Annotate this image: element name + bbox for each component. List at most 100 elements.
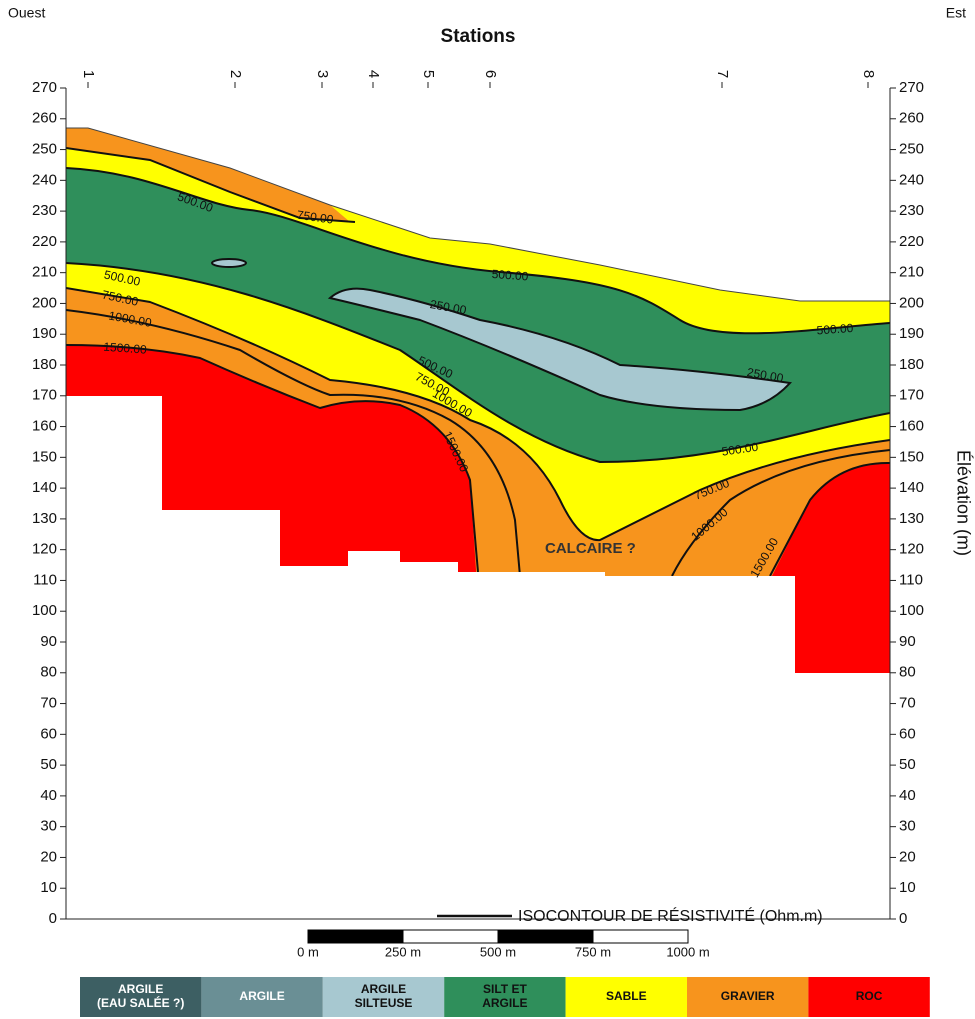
y-tick-label: 70 (40, 695, 57, 712)
y-tick-label: 80 (40, 664, 57, 681)
west-label: Ouest (8, 5, 45, 21)
chart-title: Stations (441, 26, 516, 47)
station-label: 2 (227, 70, 244, 78)
y-tick-label: 100 (32, 602, 57, 619)
legend-swatch (201, 977, 323, 1017)
y-tick-label: 130 (32, 510, 57, 527)
legend-label: ARGILE (118, 982, 163, 996)
y-tick-label: 150 (32, 448, 57, 465)
y2-tick-label: 10 (899, 879, 916, 896)
y-tick-label: 0 (49, 910, 57, 927)
y2-tick-label: 130 (899, 510, 924, 527)
legend-label: SILT ET (483, 982, 527, 996)
east-label: Est (946, 5, 966, 21)
y-tick-label: 90 (40, 633, 57, 650)
station-label: 5 (420, 70, 437, 78)
scale-label: 250 m (385, 944, 421, 959)
scale-label: 750 m (575, 944, 611, 959)
scale-label: 1000 m (666, 944, 709, 959)
y2-tick-label: 230 (899, 202, 924, 219)
y-tick-label: 200 (32, 294, 57, 311)
y2-tick-label: 170 (899, 387, 924, 404)
y-tick-label: 140 (32, 479, 57, 496)
legend-label: (EAU SALÉE ?) (97, 995, 184, 1010)
legend-label: ROC (856, 989, 883, 1003)
y-tick-label: 250 (32, 141, 57, 158)
y2-tick-label: 80 (899, 664, 916, 681)
y2-tick-label: 200 (899, 294, 924, 311)
y-tick-label: 110 (33, 571, 57, 588)
scale-label: 500 m (480, 944, 516, 959)
y2-tick-label: 20 (899, 848, 916, 865)
station-label: 7 (714, 70, 731, 78)
y-tick-label: 260 (32, 110, 57, 127)
y-tick-label: 190 (32, 325, 57, 342)
y-tick-label: 210 (32, 264, 57, 281)
silty-clay (211, 258, 247, 268)
legend-swatch (80, 977, 202, 1017)
y-tick-label: 20 (40, 848, 57, 865)
y2-tick-label: 180 (899, 356, 924, 373)
y2-tick-label: 60 (899, 725, 916, 742)
legend-label: ARGILE (361, 982, 406, 996)
y2-tick-label: 220 (899, 233, 924, 250)
y-tick-label: 50 (40, 756, 57, 773)
y2-tick-label: 160 (899, 418, 924, 435)
y2-tick-label: 140 (899, 479, 924, 496)
legend-swatch (322, 977, 445, 1017)
y2-tick-label: 120 (899, 541, 924, 558)
contour-label: 250.00 (746, 365, 785, 385)
contour-legend: ISOCONTOUR DE RÉSISTIVITÉ (Ohm.m) (518, 906, 823, 925)
y-tick-label: 270 (32, 79, 57, 96)
legend-swatch (808, 977, 930, 1017)
y2-tick-label: 0 (899, 910, 907, 927)
terrain (66, 127, 890, 302)
y2-tick-label: 90 (899, 633, 916, 650)
y-tick-label: 30 (40, 818, 57, 835)
section (66, 128, 890, 673)
contour-label: 250.00 (429, 297, 468, 317)
y2-tick-label: 30 (899, 818, 916, 835)
contour-label: 750.00 (296, 208, 335, 227)
contour-label: 500.00 (816, 321, 854, 338)
y-tick-label: 170 (32, 387, 57, 404)
y2-tick-label: 190 (899, 325, 924, 342)
y-tick-label: 40 (40, 787, 57, 804)
y-tick-label: 10 (40, 879, 57, 896)
y2-tick-label: 240 (899, 171, 924, 188)
gravel (66, 128, 350, 222)
contour-label: 1500.00 (103, 340, 148, 357)
y2-tick-label: 40 (899, 787, 916, 804)
y-tick-label: 120 (32, 541, 57, 558)
legend-label: SABLE (606, 989, 647, 1003)
station-label: 8 (860, 70, 877, 78)
scale-bar (307, 929, 689, 944)
legend-label: GRAVIER (721, 989, 775, 1003)
y2-tick-label: 250 (899, 141, 924, 158)
station-label: 4 (365, 70, 382, 78)
y2-tick-label: 70 (899, 695, 916, 712)
legend-swatch (565, 977, 687, 1017)
y2-tick-label: 50 (899, 756, 916, 773)
y-tick-label: 230 (32, 202, 57, 219)
scale-label: 0 m (297, 944, 319, 959)
legend-label: ARGILE (239, 989, 284, 1003)
y-tick-label: 180 (32, 356, 57, 373)
annotation: CALCAIRE ? (545, 540, 636, 557)
y2-tick-label: 110 (899, 571, 923, 588)
legend-label: ARGILE (482, 996, 527, 1010)
y2-tick-label: 100 (899, 602, 924, 619)
y2-tick-label: 260 (899, 110, 924, 127)
station-label: 1 (80, 70, 97, 78)
y2-tick-label: 270 (899, 79, 924, 96)
legend-label: SILTEUSE (355, 996, 413, 1010)
y-tick-label: 240 (32, 171, 57, 188)
station-label: 6 (482, 70, 499, 78)
y-tick-label: 220 (32, 233, 57, 250)
legend-swatch (444, 977, 566, 1017)
contour-label: 500.00 (721, 440, 760, 459)
legend-swatch (687, 977, 809, 1017)
y2-tick-label: 150 (899, 448, 924, 465)
y-tick-label: 160 (32, 418, 57, 435)
